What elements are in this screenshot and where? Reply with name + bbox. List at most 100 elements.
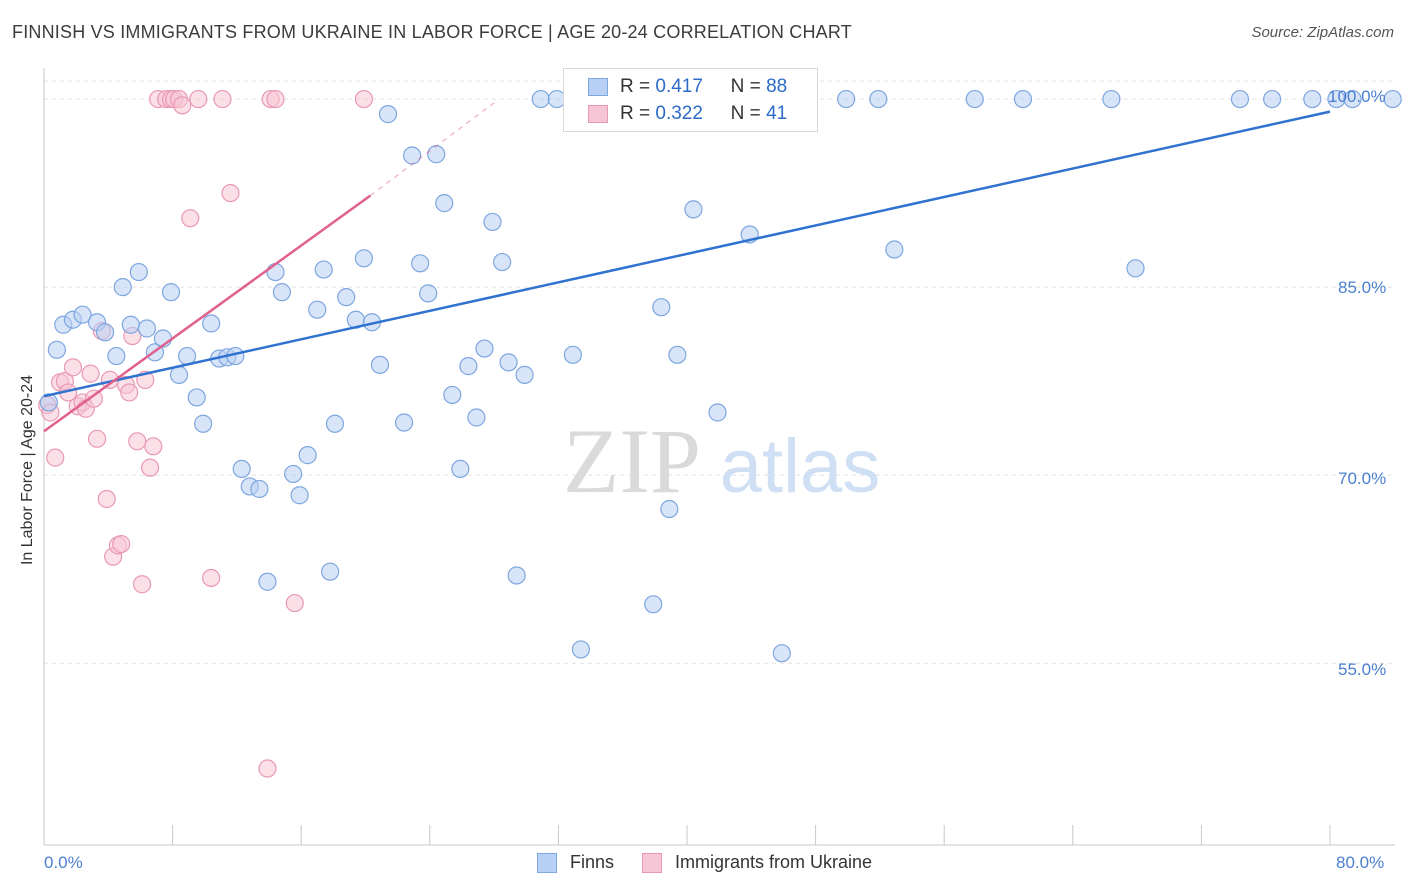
finns-point <box>403 146 422 165</box>
legend-row-ukraine: R = 0.322 N = 41 <box>588 103 787 125</box>
finns-point <box>284 464 303 484</box>
finns-point <box>202 314 221 333</box>
ukraine-point <box>354 89 373 109</box>
ukraine-point <box>266 89 285 109</box>
finns-point <box>467 408 486 427</box>
ukraine-point <box>285 593 304 613</box>
finns-point <box>660 499 679 519</box>
finns-trend-line <box>43 110 1331 398</box>
n-label: N = <box>730 103 761 124</box>
finns-point <box>394 413 414 432</box>
finns-point <box>378 105 398 124</box>
finns-point <box>107 346 126 366</box>
finns-point <box>652 298 671 317</box>
finns-point <box>194 414 213 433</box>
ukraine-point <box>132 575 152 594</box>
ukraine-point <box>221 183 240 203</box>
finns-point <box>684 200 703 219</box>
finns-point <box>161 283 181 302</box>
y-tick-label: 100.0% <box>1328 87 1386 106</box>
y-tick-label: 85.0% <box>1338 278 1387 297</box>
ukraine-point <box>63 358 83 377</box>
finns-point <box>298 446 317 465</box>
finns-point <box>435 194 454 213</box>
finns-point <box>1126 259 1145 278</box>
finns-point <box>370 355 390 374</box>
y-tick-label: 55.0% <box>1338 660 1387 679</box>
finns-point <box>499 353 518 372</box>
x-tick-label: 80.0% <box>1336 853 1385 872</box>
series-ukraine-points <box>38 89 373 778</box>
ukraine-trend-line <box>43 194 372 433</box>
chart-title: FINNISH VS IMMIGRANTS FROM UKRAINE IN LA… <box>12 22 852 42</box>
finns-swatch <box>588 78 608 96</box>
finns-point <box>419 284 438 303</box>
ukraine-point <box>46 448 65 467</box>
n-value: 41 <box>766 103 788 124</box>
finns-point <box>668 345 687 364</box>
finns-point <box>232 459 251 479</box>
legend-label-ukraine: Immigrants from Ukraine <box>675 852 873 872</box>
finns-point <box>1013 89 1033 109</box>
finns-point <box>308 300 327 319</box>
finns-point <box>325 414 345 433</box>
ukraine-point <box>173 96 192 115</box>
finns-point <box>39 393 58 412</box>
r-label: R = <box>620 76 651 97</box>
grid-lines <box>44 80 1395 664</box>
finns-point <box>451 459 470 479</box>
finns-point <box>531 89 550 109</box>
finns-point <box>266 262 285 282</box>
finns-point <box>187 388 206 407</box>
finns-point <box>1343 89 1362 109</box>
y-axis-label: In Labor Force | Age 20-24 <box>19 374 36 566</box>
legend-item-finns: Finns <box>537 852 614 873</box>
finns-point <box>571 640 591 659</box>
finns-point <box>708 403 727 422</box>
finns-point <box>644 595 663 614</box>
finns-point <box>772 644 791 663</box>
finns-point <box>121 315 140 334</box>
finns-point <box>1230 89 1250 109</box>
ukraine-point <box>84 389 103 408</box>
finns-point <box>1383 89 1402 109</box>
finns-point <box>411 254 430 273</box>
finns-swatch <box>537 852 557 873</box>
ukraine-point <box>189 89 208 109</box>
ukraine-point <box>202 568 221 588</box>
finns-point <box>272 283 292 302</box>
finns-point <box>314 260 333 279</box>
finns-point <box>965 89 984 109</box>
finns-point <box>258 572 277 591</box>
r-value: 0.417 <box>655 76 703 97</box>
ukraine-point <box>128 432 147 451</box>
finns-point <box>483 212 502 232</box>
stats-legend: R = 0.417 N = 88 R = 0.322 N = 41 <box>563 68 818 132</box>
finns-point <box>169 365 189 384</box>
r-label: R = <box>620 103 651 124</box>
n-value: 88 <box>766 76 788 97</box>
series-legend: Finns Immigrants from Ukraine <box>537 852 900 873</box>
r-value: 0.322 <box>655 103 703 124</box>
axes <box>43 68 1395 846</box>
finns-point <box>427 145 446 164</box>
finns-point <box>443 385 462 405</box>
finns-point <box>493 252 512 272</box>
ukraine-point <box>140 458 160 477</box>
y-tick-label: 70.0% <box>1338 469 1387 488</box>
finns-point <box>459 357 478 376</box>
finns-point <box>321 562 340 581</box>
trend-lines <box>43 102 1331 433</box>
watermark: ZIP atlas <box>563 410 880 512</box>
ukraine-point <box>81 364 100 383</box>
ukraine-point <box>144 437 163 456</box>
finns-point <box>885 240 904 259</box>
finns-point <box>290 486 309 505</box>
finns-point <box>475 339 494 358</box>
finns-point <box>73 305 92 324</box>
ukraine-point <box>181 209 200 228</box>
finns-point <box>515 365 534 384</box>
finns-point <box>113 278 132 297</box>
ukraine-point <box>213 89 232 109</box>
watermark-zip: ZIP <box>563 410 701 512</box>
